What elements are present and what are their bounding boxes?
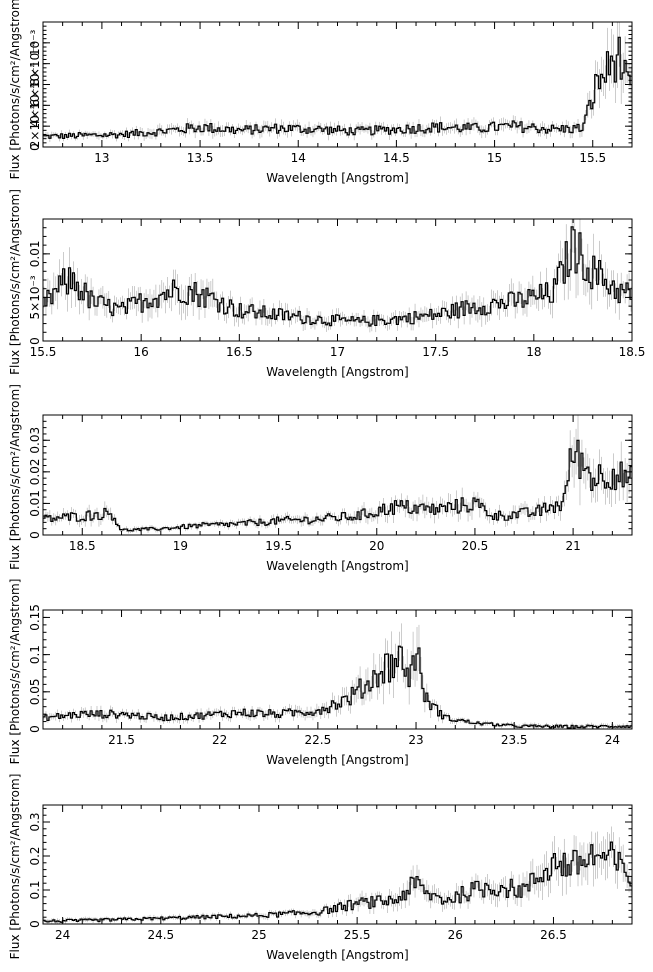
y-tick-label: 0 — [28, 920, 42, 928]
x-tick-label: 15.5 — [30, 345, 57, 359]
panel-4: 21.5 22 22.5 23 23.5 24 0 0.05 0.1 0.15 Wavelength… — [8, 579, 633, 767]
y-tick-label: 4×10⁻⁴ — [28, 83, 42, 127]
y-axis-label: Flux [Photons/s/cm²/Angstrom] — [8, 579, 22, 765]
plot-frame — [42, 218, 633, 342]
x-tick-label: 24.5 — [147, 928, 174, 942]
spectrum-line — [43, 841, 632, 923]
x-tick-label: 19 — [173, 539, 188, 553]
x-tick-label: 16 — [134, 345, 149, 359]
x-tick-label: 13.5 — [187, 151, 214, 165]
y-tick-label: 0.3 — [28, 812, 42, 831]
spectrum-line — [43, 226, 632, 327]
x-tick-label: 18 — [526, 345, 541, 359]
plot-frame — [42, 609, 633, 730]
x-tick-label: 25 — [251, 928, 266, 942]
y-tick-label: 0 — [28, 337, 42, 345]
plot-frame — [42, 414, 633, 536]
y-tick-label: 0 — [28, 531, 42, 539]
y-tick-label: 6×10⁻⁴ — [28, 62, 42, 106]
x-tick-label: 21 — [565, 539, 580, 553]
panel-5: 24 24.5 25 25.5 26 26.5 0 0.1 0.2 0.3 Wavelength [… — [8, 774, 633, 962]
y-axis-label: Flux [Photons/s/cm²/Angstrom] — [8, 774, 22, 960]
x-tick-label: 16.5 — [226, 345, 253, 359]
x-tick-label: 13 — [94, 151, 109, 165]
x-tick-label: 14.5 — [383, 151, 410, 165]
series-spectrum — [43, 415, 632, 534]
y-axis-label: Flux [Photons/s/cm²/Angstrom] — [8, 0, 22, 179]
y-tick-label: 2×10⁻⁴ — [28, 104, 42, 148]
y-tick-label: 0.05 — [28, 678, 42, 705]
y-tick-label: 0.03 — [28, 427, 42, 454]
y-tick-label: 0.01 — [28, 240, 42, 267]
x-tick-label: 20 — [369, 539, 384, 553]
x-tick-label: 22 — [212, 733, 227, 747]
x-tick-label: 26 — [448, 928, 463, 942]
x-axis-label: Wavelength [Angstrom] — [266, 365, 408, 379]
x-tick-label: 24 — [605, 733, 620, 747]
x-tick-label: 21.5 — [108, 733, 135, 747]
x-tick-label: 17.5 — [422, 345, 449, 359]
x-axis-label: Wavelength [Angstrom] — [266, 171, 408, 185]
y-tick-label: 0.2 — [28, 846, 42, 865]
y-tick-label: 0 — [28, 143, 42, 151]
y-tick-label: 0.01 — [28, 490, 42, 517]
x-axis-label: Wavelength [Angstrom] — [266, 559, 408, 573]
series-spectrum — [43, 826, 632, 924]
x-tick-label: 14 — [291, 151, 306, 165]
y-axis-label: Flux [Photons/s/cm²/Angstrom] — [8, 189, 22, 375]
x-tick-label: 22.5 — [305, 733, 332, 747]
spectrum-line — [43, 439, 632, 532]
x-tick-label: 18.5 — [619, 345, 646, 359]
x-tick-label: 26.5 — [540, 928, 567, 942]
y-tick-label: 8×10⁻⁴ — [28, 41, 42, 85]
x-tick-label: 19.5 — [265, 539, 292, 553]
x-tick-label: 23 — [408, 733, 423, 747]
panel-2: 15.5 16 16.5 17 17.5 18 18.5 0 5×10⁻³ 0.01 Wavelen… — [8, 189, 645, 379]
x-tick-label: 15.5 — [579, 151, 606, 165]
x-tick-label: 23.5 — [501, 733, 528, 747]
y-tick-label: 5×10⁻³ — [28, 275, 42, 319]
y-tick-label: 0.15 — [28, 604, 42, 631]
spectrum-line — [43, 645, 632, 729]
series-spectrum — [43, 219, 632, 333]
x-axis-label: Wavelength [Angstrom] — [266, 948, 408, 962]
series-spectrum — [43, 623, 632, 729]
x-tick-label: 17 — [330, 345, 345, 359]
x-axis-label: Wavelength [Angstrom] — [266, 753, 408, 767]
series-spectrum — [43, 22, 632, 142]
x-tick-label: 18.5 — [69, 539, 96, 553]
x-tick-label: 15 — [487, 151, 502, 165]
panel-1: 13 13.5 14 14.5 15 15.5 02×10⁻⁴4×10⁻⁴6×10⁻⁴8×1… — [8, 0, 633, 185]
y-tick-label: 0.02 — [28, 458, 42, 485]
x-tick-label: 20.5 — [462, 539, 489, 553]
spectrum-line — [43, 36, 632, 139]
y-tick-label: 10⁻³ — [28, 29, 42, 56]
x-tick-label: 24 — [55, 928, 70, 942]
panel-3: 18.5 19 19.5 20 20.5 21 0 0.01 0.02 0.03 Wavelengt… — [8, 384, 633, 573]
y-axis-label: Flux [Photons/s/cm²/Angstrom] — [8, 384, 22, 570]
y-tick-label: 0.1 — [28, 645, 42, 664]
y-tick-label: 0.1 — [28, 880, 42, 899]
y-tick-label: 0 — [28, 725, 42, 733]
x-tick-label: 25.5 — [344, 928, 371, 942]
